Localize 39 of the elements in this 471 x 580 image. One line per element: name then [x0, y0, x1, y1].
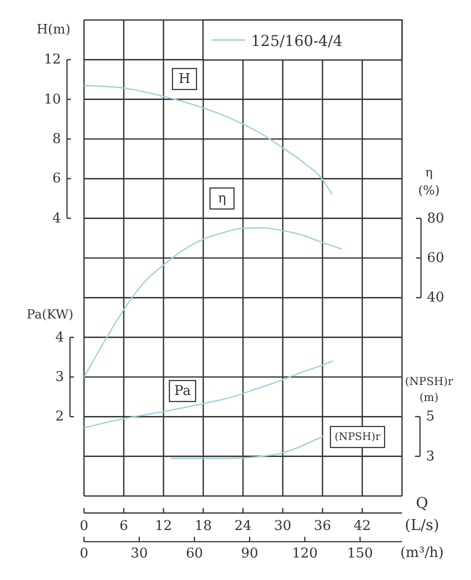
line-series [84, 360, 334, 428]
series-label: H [178, 71, 191, 87]
x2-tick-label: 90 [241, 546, 258, 562]
y-tick-label: 5 [426, 408, 435, 425]
x-axis-title: Q (L/s) [404, 494, 440, 534]
x-tick-label: 6 [119, 518, 128, 534]
y-axis-title: (NPSH)r (m) [405, 375, 454, 404]
x-tick-label: 24 [234, 518, 252, 534]
series-label: Pa [174, 383, 191, 399]
x-tick-label: 18 [194, 518, 212, 534]
annotation: 125/160-4/4 [251, 32, 343, 50]
series-label: (NPSH)r [334, 431, 382, 443]
x-tick-label: 12 [154, 518, 172, 534]
series-label: η [218, 190, 226, 206]
y-axis-title: H(m) [36, 22, 70, 38]
x2-tick-label: 120 [292, 546, 318, 562]
x2-tick-label: 30 [130, 546, 148, 562]
x-tick-label: 30 [274, 518, 292, 534]
y3-tick-label: 2 [55, 408, 64, 425]
y-tick-label: 8 [52, 131, 61, 147]
y-tick-label: 4 [52, 210, 61, 226]
line-series [84, 84, 332, 195]
y-tick-label: 12 [44, 52, 61, 68]
y-tick-label: 10 [44, 91, 61, 108]
x-tick-label: 0 [80, 518, 88, 534]
x2-tick-label: 60 [186, 546, 204, 562]
y2-tick-label: 60 [427, 250, 444, 266]
y2-tick-label: 80 [427, 210, 444, 226]
line-series [170, 436, 324, 459]
line-series [84, 227, 342, 378]
x2-tick-label: 150 [347, 546, 373, 562]
y-tick-label: 6 [52, 170, 61, 187]
x-tick-label: 42 [354, 518, 371, 534]
y2-tick-label: 40 [427, 290, 444, 306]
y2-axis-title: η (%) [418, 164, 440, 198]
x-tick-label: 36 [314, 518, 332, 534]
x2-axis-title: (m³/h) [400, 545, 444, 561]
y3-axis-title: Pa(KW) [26, 306, 74, 322]
x2-tick-label: 0 [80, 546, 88, 562]
